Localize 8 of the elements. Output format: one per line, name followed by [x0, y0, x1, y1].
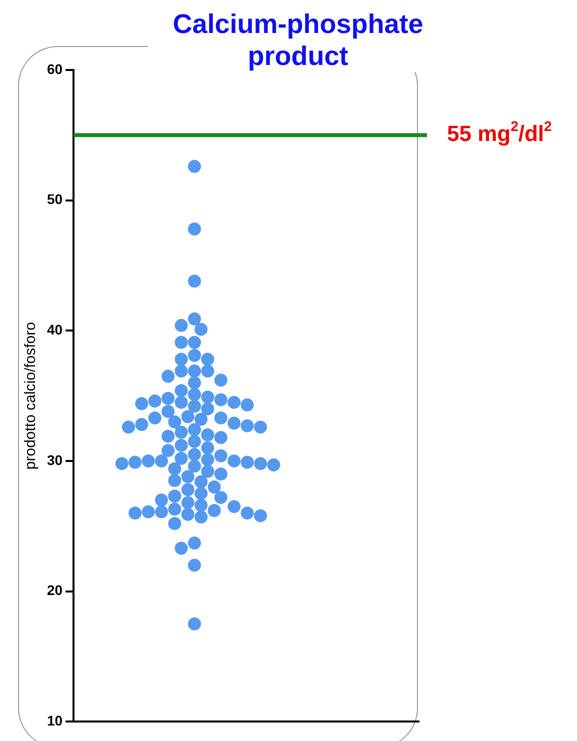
y-tick-label: 20 — [46, 582, 63, 598]
y-tick-label: 10 — [46, 712, 63, 728]
y-tick-label: 40 — [46, 322, 63, 338]
chart-title: Calcium-phosphate product — [148, 8, 448, 72]
y-axis-title: prodotto calcio/fosforo — [22, 322, 40, 470]
y-tick-label: 50 — [46, 191, 63, 208]
y-tick-label: 30 — [46, 452, 63, 468]
y-tick-label: 60 — [46, 60, 63, 77]
